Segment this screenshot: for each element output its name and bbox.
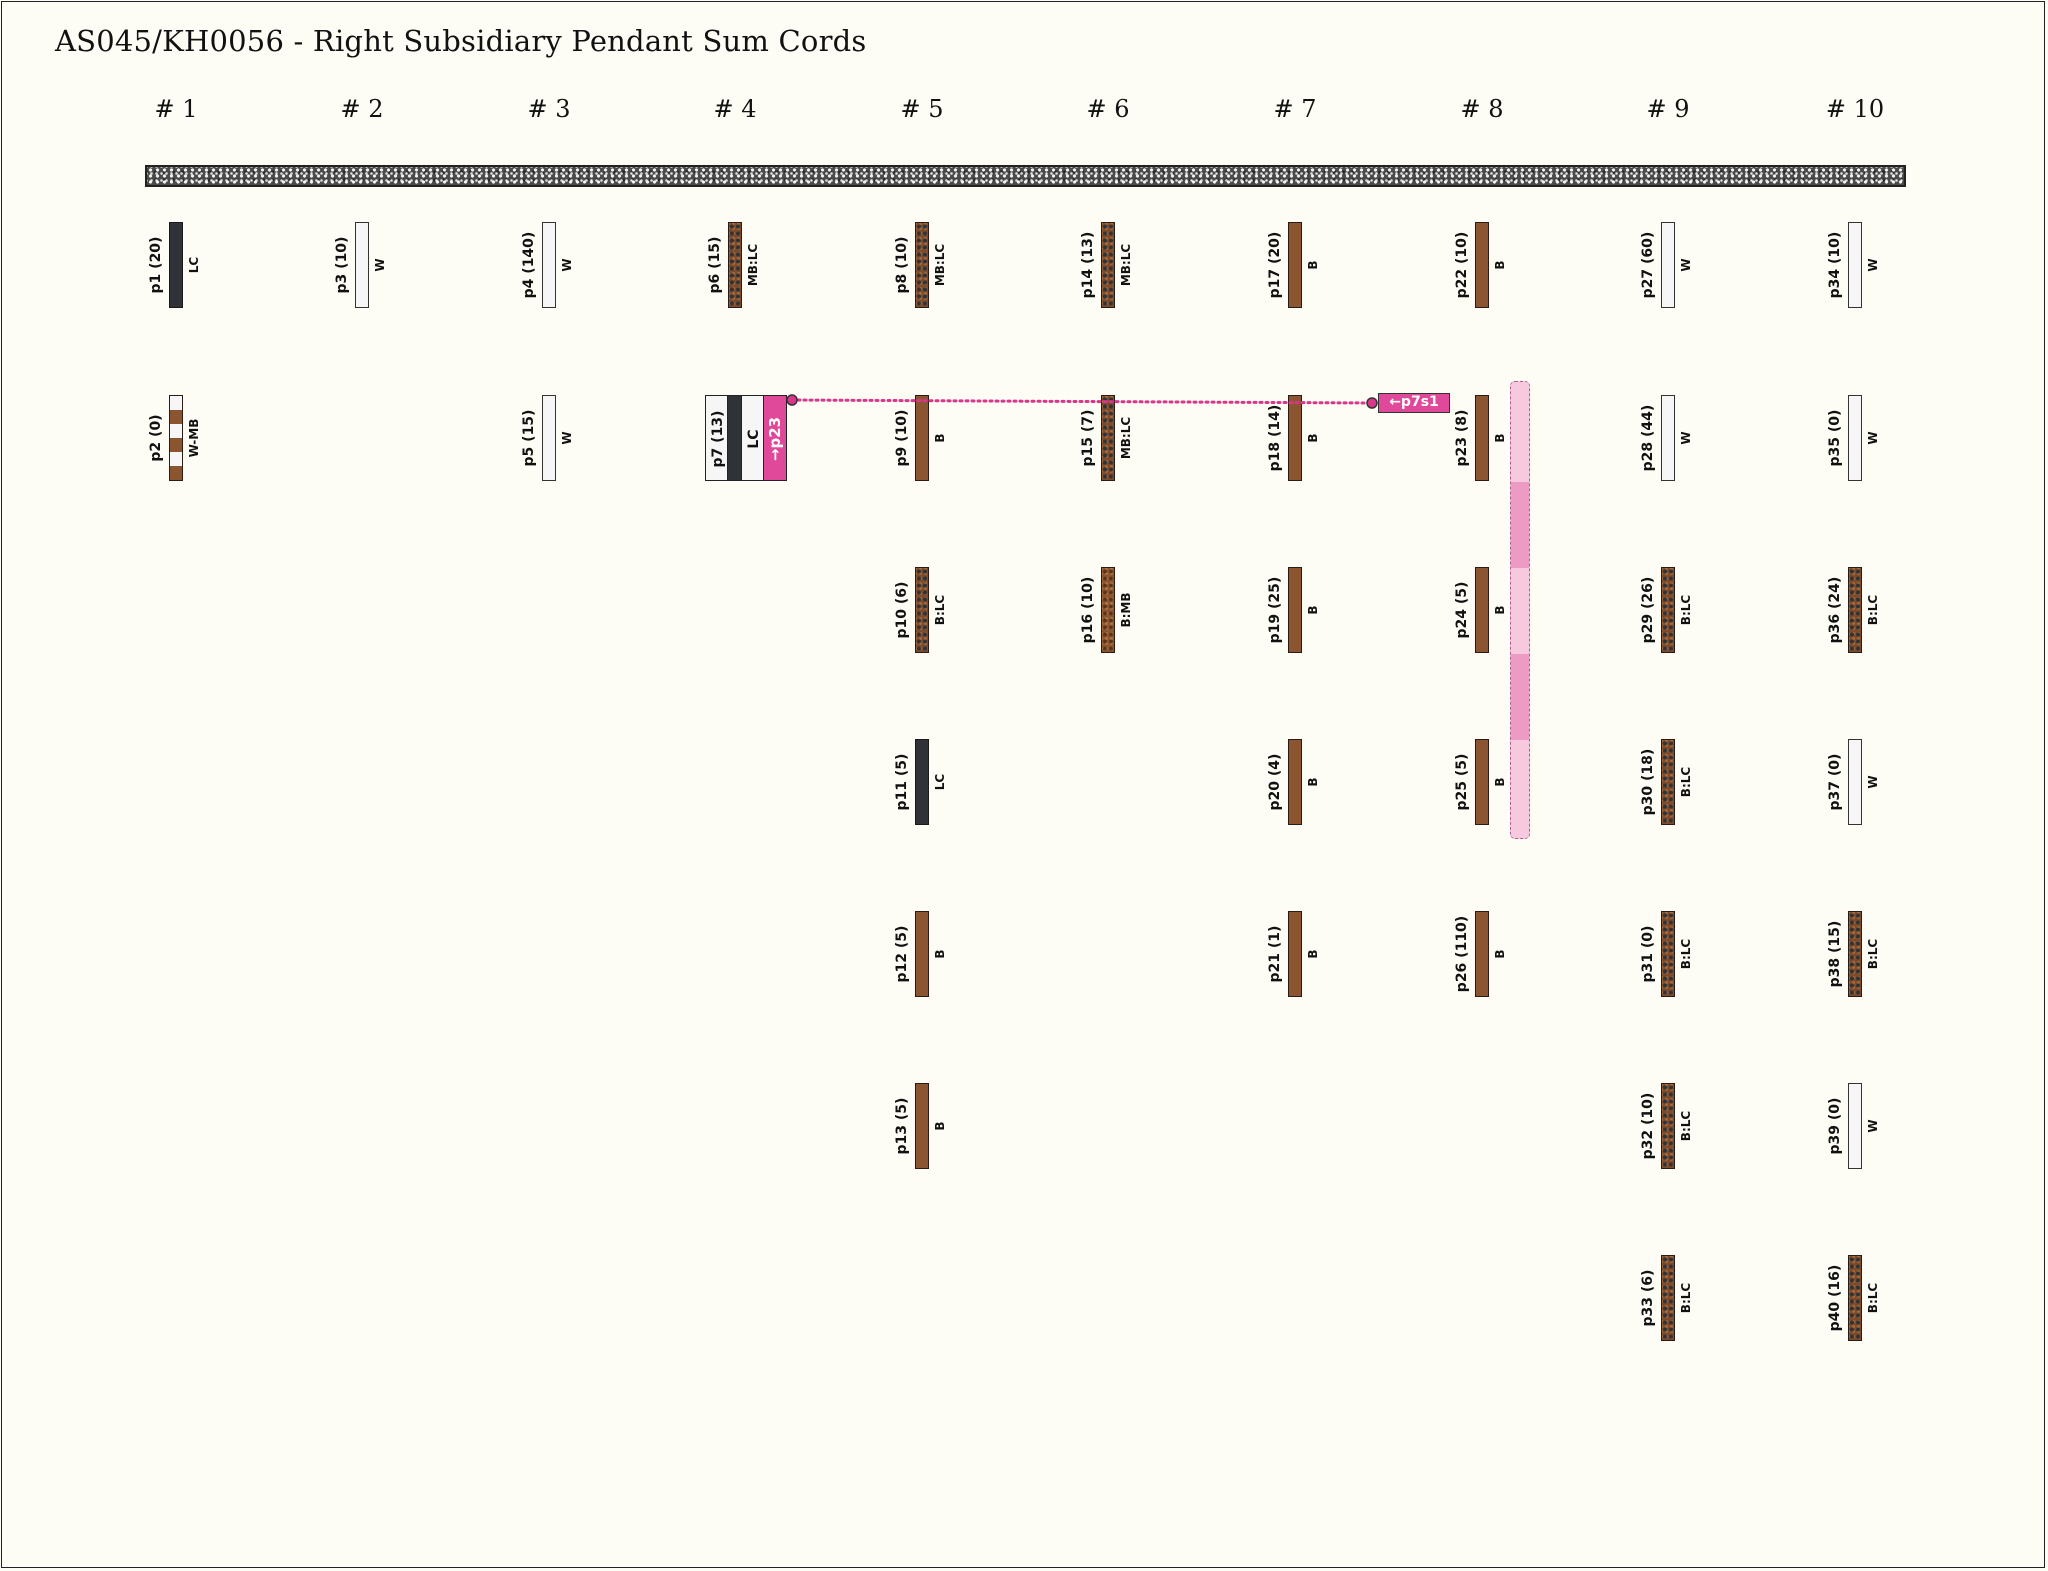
- cord-p34: [1848, 222, 1862, 308]
- link-end-dot: [1366, 397, 1378, 409]
- group-header-2: # 2: [340, 95, 384, 123]
- cord-p2: [169, 395, 183, 481]
- cord-p10: [915, 567, 929, 653]
- cord-p11: [915, 739, 929, 825]
- p7-p23-link-line: [790, 398, 1374, 405]
- cord-p31: [1661, 911, 1675, 997]
- cord-p36: [1848, 567, 1862, 653]
- sum-bracket: [1510, 381, 1530, 839]
- primary-cord: [145, 165, 1906, 187]
- cord-p24: [1475, 567, 1489, 653]
- sum-segment: [1511, 568, 1529, 654]
- group-header-3: # 3: [527, 95, 571, 123]
- cord-p6: [728, 222, 742, 308]
- cord-p22: [1475, 222, 1489, 308]
- cord-p32: [1661, 1083, 1675, 1169]
- cord-p3: [355, 222, 369, 308]
- group-header-9: # 9: [1646, 95, 1690, 123]
- cord-p21: [1288, 911, 1302, 997]
- cord-p14: [1101, 222, 1115, 308]
- group-header-10: # 10: [1825, 95, 1885, 123]
- cord-p29: [1661, 567, 1675, 653]
- sum-segment: [1511, 382, 1529, 482]
- p7-link-tag: →p23: [763, 395, 787, 481]
- cord-p28: [1661, 395, 1675, 481]
- cord-p27: [1661, 222, 1675, 308]
- group-header-6: # 6: [1086, 95, 1130, 123]
- cord-p12: [915, 911, 929, 997]
- cord-p39: [1848, 1083, 1862, 1169]
- cord-p40: [1848, 1255, 1862, 1341]
- cord-p18: [1288, 395, 1302, 481]
- sum-segment: [1511, 482, 1529, 568]
- cord-p20: [1288, 739, 1302, 825]
- cord-p8: [915, 222, 929, 308]
- group-header-1: # 1: [154, 95, 198, 123]
- cord-p19: [1288, 567, 1302, 653]
- p7-cord: p7 (13) LC →p23: [705, 395, 787, 481]
- cord-p30: [1661, 739, 1675, 825]
- cord-p25: [1475, 739, 1489, 825]
- cord-p13: [915, 1083, 929, 1169]
- p7-label-panel: p7 (13): [705, 395, 729, 481]
- group-header-5: # 5: [900, 95, 944, 123]
- group-header-8: # 8: [1460, 95, 1504, 123]
- group-header-4: # 4: [713, 95, 757, 123]
- cord-p23: [1475, 395, 1489, 481]
- sum-segment: [1511, 654, 1529, 740]
- cord-p16: [1101, 567, 1115, 653]
- cord-p15: [1101, 395, 1115, 481]
- cord-p5: [542, 395, 556, 481]
- cord-p37: [1848, 739, 1862, 825]
- link-start-dot: [786, 394, 798, 406]
- sum-segment: [1511, 740, 1529, 838]
- cord-p17: [1288, 222, 1302, 308]
- cord-p4: [542, 222, 556, 308]
- cord-p33: [1661, 1255, 1675, 1341]
- cord-p9: [915, 395, 929, 481]
- group-header-7: # 7: [1273, 95, 1317, 123]
- diagram-title: AS045/KH0056 - Right Subsidiary Pendant …: [55, 24, 867, 58]
- cord-p38: [1848, 911, 1862, 997]
- cord-p35: [1848, 395, 1862, 481]
- p7s1-tag: ←p7s1: [1378, 393, 1450, 413]
- cord-p26: [1475, 911, 1489, 997]
- cord-p1: [169, 222, 183, 308]
